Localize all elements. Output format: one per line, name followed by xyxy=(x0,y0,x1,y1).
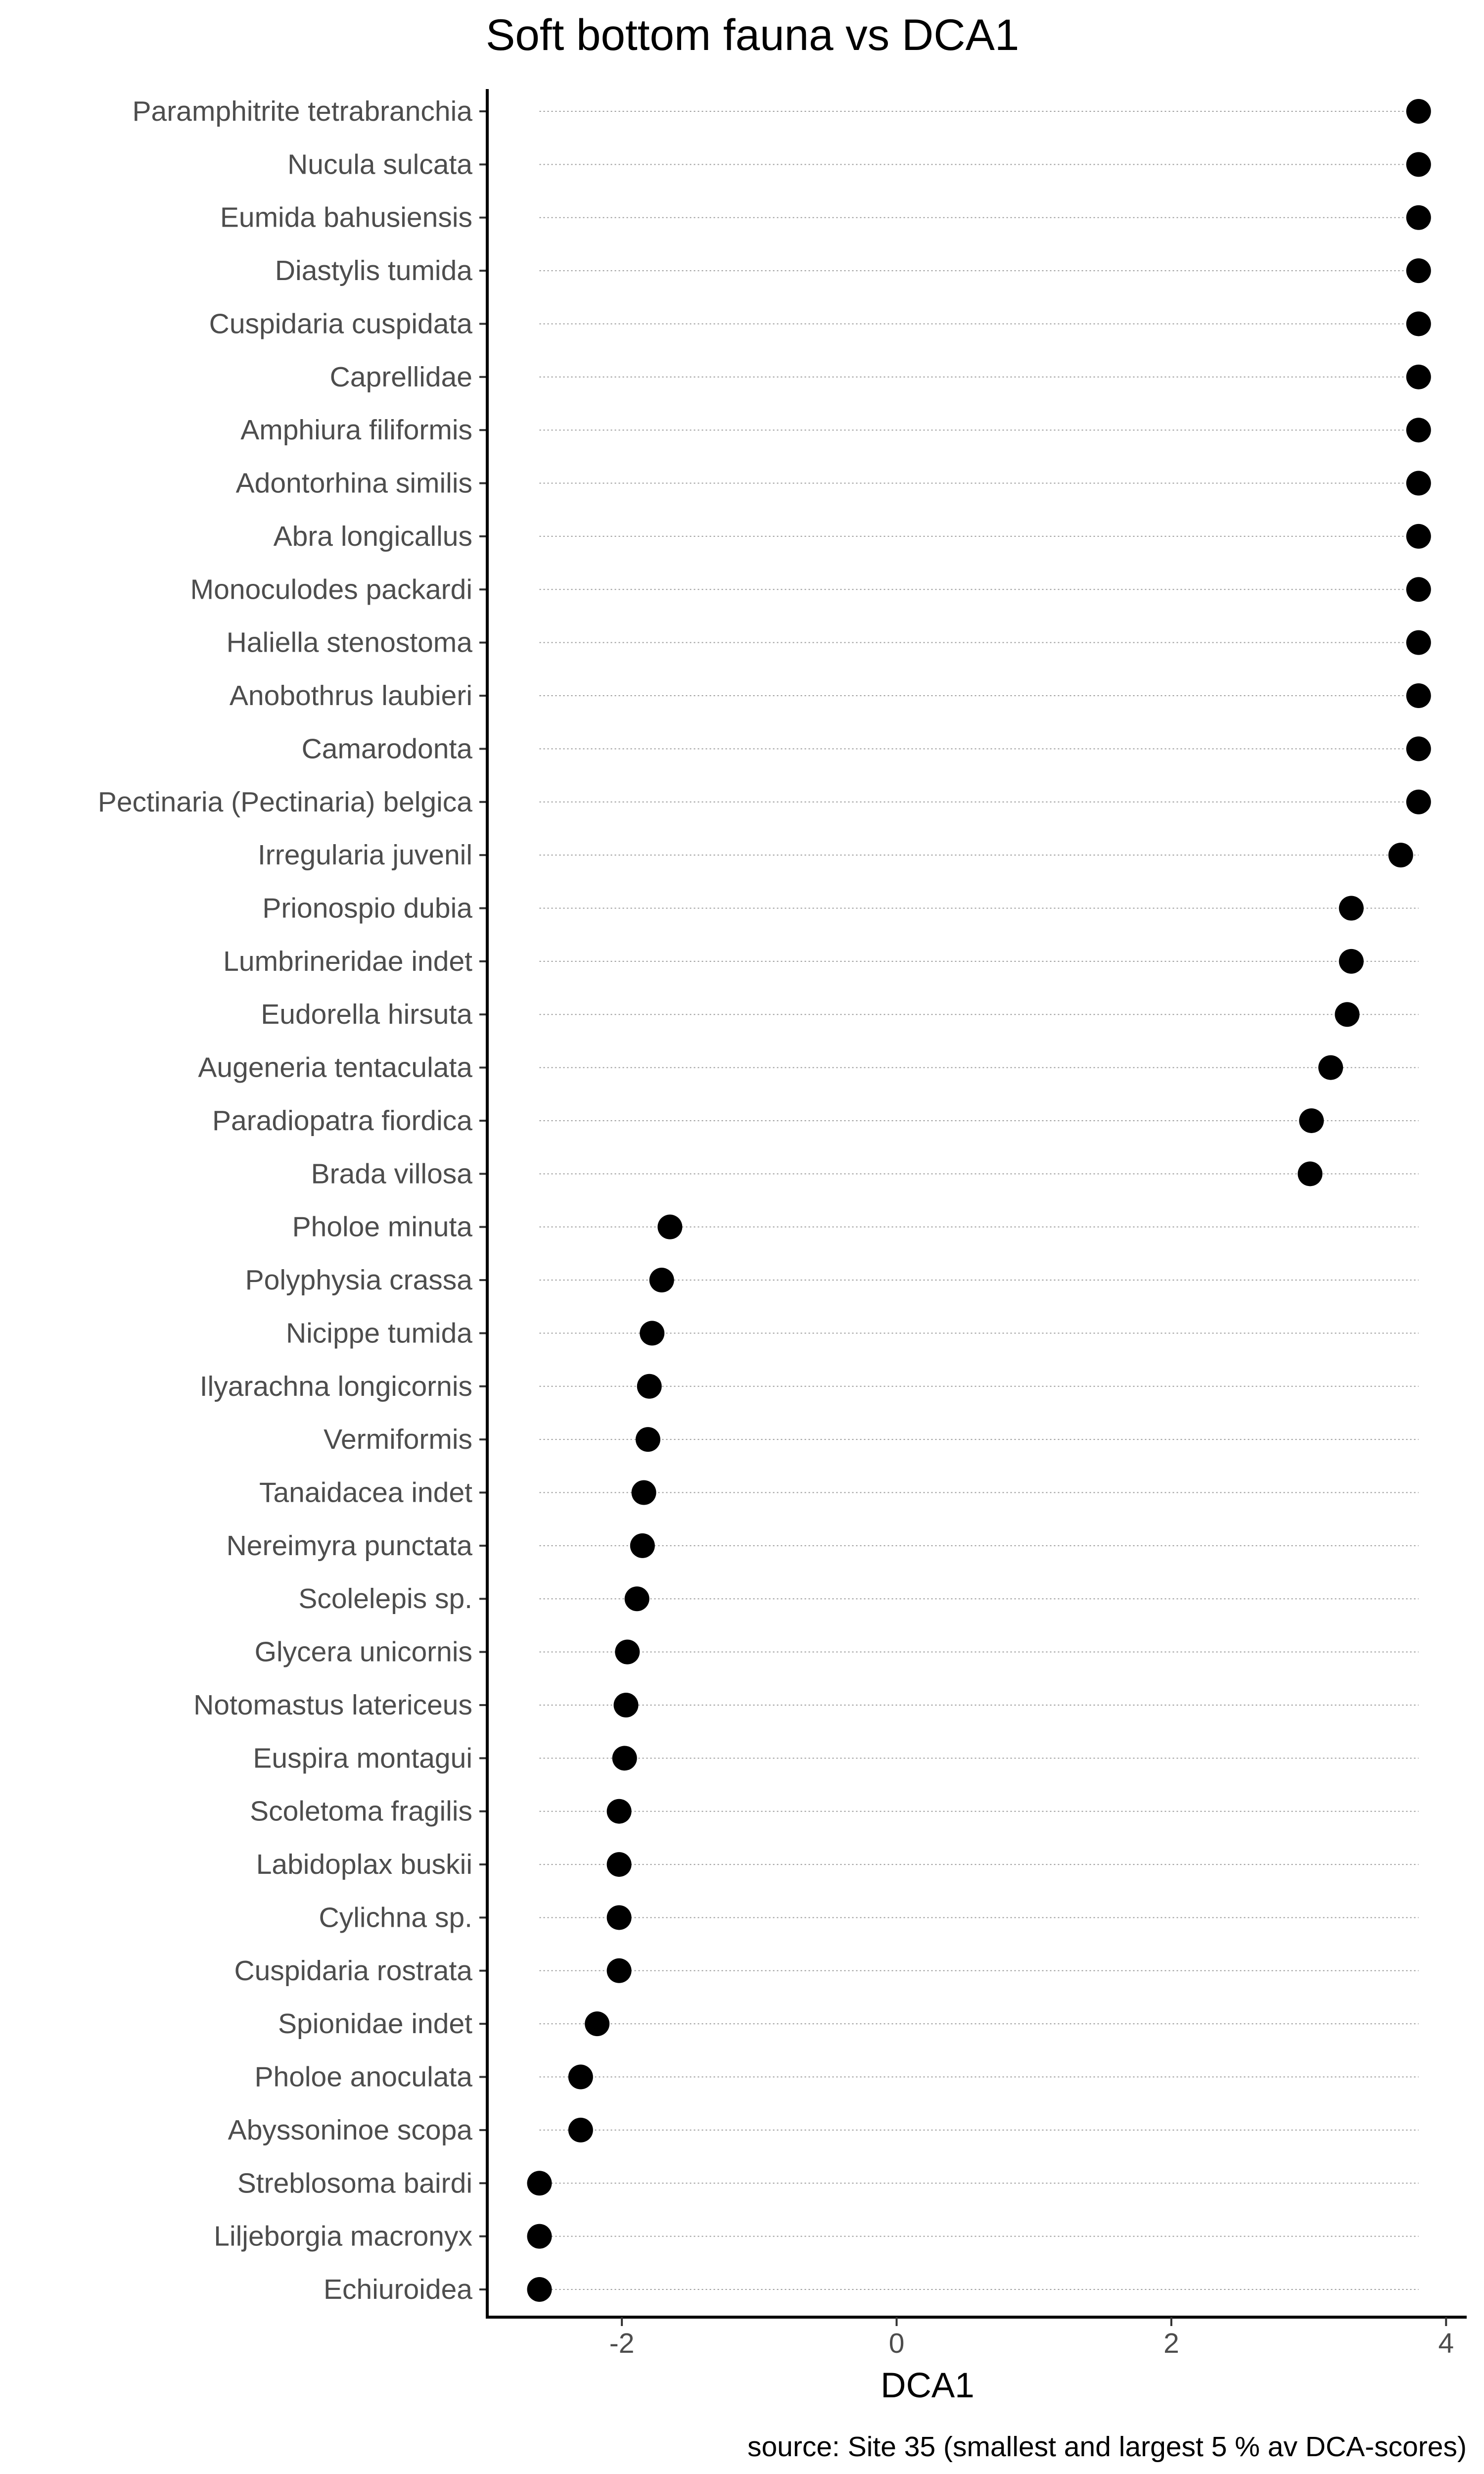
data-point xyxy=(1406,205,1431,230)
category-label: Monoculodes packardi xyxy=(190,573,472,605)
category-label: Amphiura filiformis xyxy=(240,414,472,446)
data-point xyxy=(568,2117,593,2142)
category-label: Abyssoninoe scopa xyxy=(228,2114,473,2146)
data-point xyxy=(1339,896,1364,921)
data-point xyxy=(640,1321,665,1346)
data-point xyxy=(1406,99,1431,124)
x-tick-label: 2 xyxy=(1163,2328,1179,2359)
category-label: Diastylis tumida xyxy=(275,255,472,286)
category-label: Euspira montagui xyxy=(253,1742,472,1774)
data-point xyxy=(568,2064,593,2090)
category-label: Haliella stenostoma xyxy=(227,627,473,659)
chart-caption: source: Site 35 (smallest and largest 5 … xyxy=(747,2431,1467,2463)
category-label: Abra longicallus xyxy=(274,521,472,552)
data-point xyxy=(1406,418,1431,443)
data-point xyxy=(1406,152,1431,177)
data-point xyxy=(1406,364,1431,389)
data-point xyxy=(527,2277,552,2302)
data-point xyxy=(624,1586,649,1612)
category-label: Augeneria tentaculata xyxy=(198,1052,472,1084)
data-point xyxy=(527,2171,552,2196)
category-label: Irregularia juvenil xyxy=(258,839,472,871)
data-point xyxy=(527,2224,552,2249)
category-label: Tanaidacea indet xyxy=(259,1477,472,1509)
data-point xyxy=(612,1746,637,1771)
guide-lines-group xyxy=(479,110,1419,2290)
category-label: Adontorhina similis xyxy=(236,468,472,499)
category-labels-group: Paramphitrite tetrabranchia Nucula sulcat… xyxy=(98,95,473,2305)
category-label: Anobothrus laubieri xyxy=(230,680,472,712)
category-label: Labidoplax buskii xyxy=(256,1849,472,1880)
data-point xyxy=(1406,630,1431,655)
category-label: Eudorella hirsuta xyxy=(261,999,472,1030)
x-axis-title: DCA1 xyxy=(881,2366,974,2405)
data-point xyxy=(606,1852,632,1877)
data-point xyxy=(1406,471,1431,496)
data-point xyxy=(1335,1002,1360,1027)
category-label: Polyphysia crassa xyxy=(245,1264,473,1296)
category-label: Pholoe anoculata xyxy=(254,2061,472,2093)
data-point xyxy=(606,1799,632,1824)
data-point xyxy=(1388,843,1413,868)
category-label: Cylichna sp. xyxy=(319,1902,472,1933)
category-label: Scolelepis sp. xyxy=(298,1583,472,1615)
category-label: Ilyarachna longicornis xyxy=(200,1371,472,1402)
data-points-group xyxy=(527,99,1431,2302)
data-point xyxy=(1406,311,1431,336)
category-label: Pectinaria (Pectinaria) belgica xyxy=(98,786,472,818)
category-label: Paramphitrite tetrabranchia xyxy=(132,95,472,127)
data-point xyxy=(1406,577,1431,602)
data-point xyxy=(606,1905,632,1930)
category-label: Eumida bahusiensis xyxy=(220,202,472,234)
category-label: Nucula sulcata xyxy=(287,148,472,180)
data-point xyxy=(1406,258,1431,284)
x-tick-label: -2 xyxy=(609,2328,635,2359)
category-label: Cuspidaria rostrata xyxy=(234,1955,472,1987)
data-point xyxy=(615,1639,640,1665)
data-point xyxy=(631,1480,656,1505)
chart-title: Soft bottom fauna vs DCA1 xyxy=(486,10,1019,59)
category-label: Vermiformis xyxy=(324,1424,472,1455)
data-point xyxy=(1406,683,1431,709)
data-point xyxy=(649,1268,674,1293)
category-label: Scoletoma fragilis xyxy=(250,1796,472,1827)
data-point xyxy=(1318,1055,1344,1080)
category-label: Caprellidae xyxy=(330,361,472,393)
category-label: Nereimyra punctata xyxy=(227,1530,473,1562)
category-label: Pholoe minuta xyxy=(292,1211,473,1243)
data-point xyxy=(1299,1108,1324,1133)
category-label: Liljeborgia macronyx xyxy=(214,2221,472,2252)
category-label: Brada villosa xyxy=(311,1158,473,1189)
data-point xyxy=(635,1427,660,1452)
data-point xyxy=(657,1214,683,1239)
category-label: Nicippe tumida xyxy=(286,1317,472,1349)
data-point xyxy=(1406,736,1431,761)
x-ticks-group: -2 0 2 4 xyxy=(609,2317,1454,2359)
category-label: Notomastus latericeus xyxy=(193,1689,472,1721)
category-label: Spionidae indet xyxy=(278,2008,472,2040)
category-label: Prionospio dubia xyxy=(262,892,472,924)
category-label: Streblosoma bairdi xyxy=(237,2167,472,2199)
category-label: Lumbrineridae indet xyxy=(223,946,472,977)
category-label: Paradiopatra fiordica xyxy=(212,1105,472,1137)
data-point xyxy=(613,1692,639,1717)
data-point xyxy=(585,2011,610,2037)
x-tick-label: 4 xyxy=(1438,2328,1454,2359)
data-point xyxy=(606,1958,632,1983)
category-label: Camarodonta xyxy=(302,733,473,764)
data-point xyxy=(1339,949,1364,974)
data-point xyxy=(1406,523,1431,549)
category-label: Echiuroidea xyxy=(324,2274,472,2305)
data-point xyxy=(1406,789,1431,814)
data-point xyxy=(637,1374,662,1399)
data-point xyxy=(1298,1161,1323,1187)
data-point xyxy=(630,1533,655,1558)
category-label: Glycera unicornis xyxy=(255,1636,472,1668)
x-tick-label: 0 xyxy=(889,2328,905,2359)
category-label: Cuspidaria cuspidata xyxy=(209,308,473,339)
